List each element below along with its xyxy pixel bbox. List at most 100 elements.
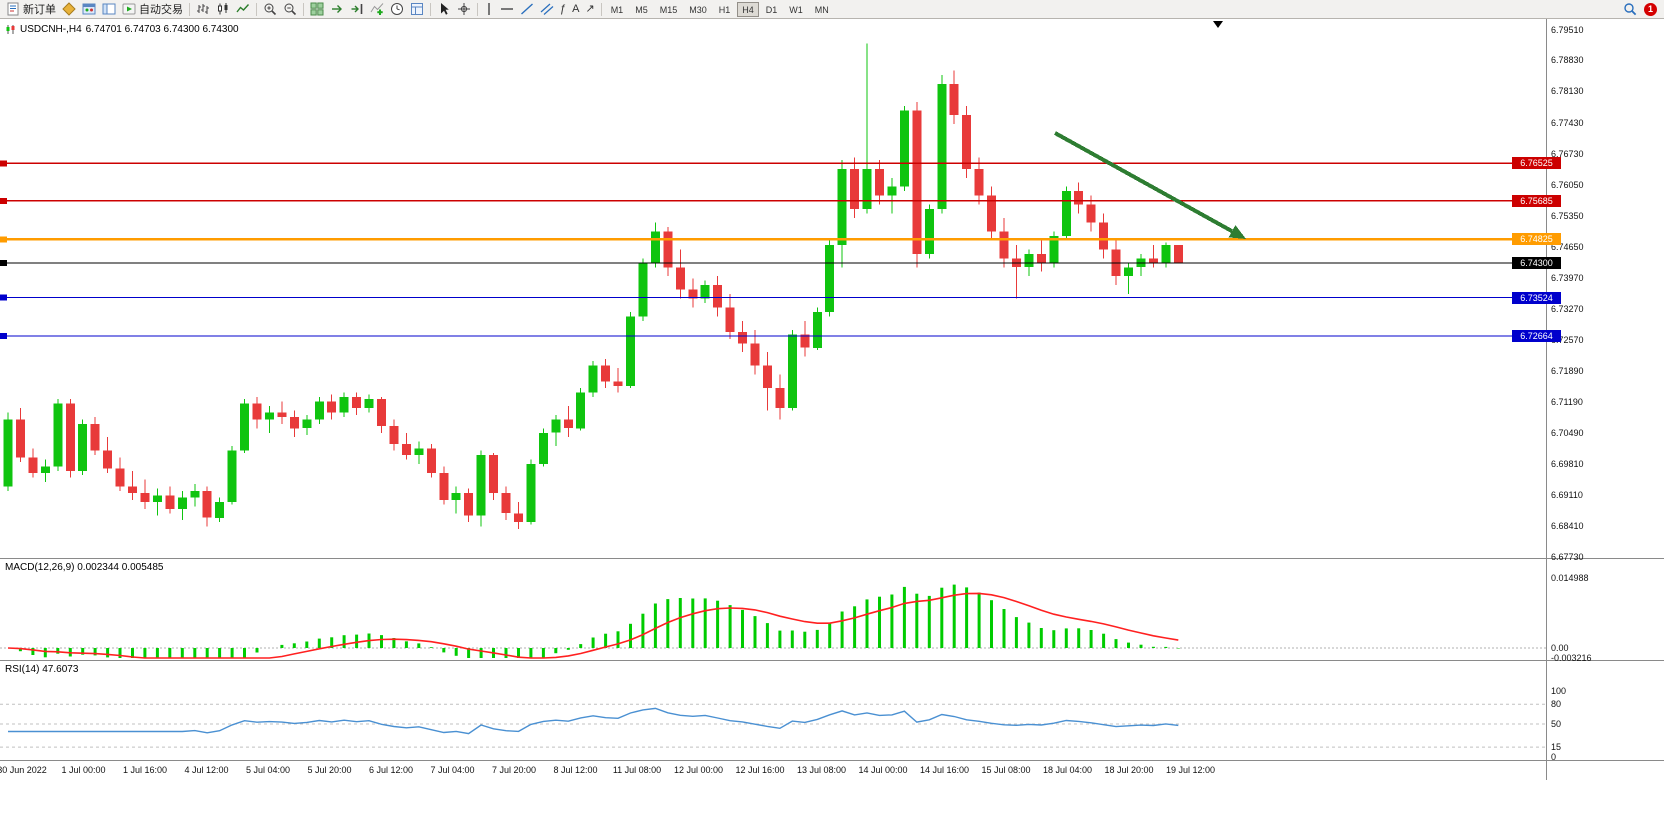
time-axis-label: 11 Jul 08:00 <box>612 765 662 775</box>
rsi-label: RSI(14) 47.6073 <box>5 664 78 675</box>
fibonacci-button[interactable]: ƒ <box>557 1 569 18</box>
timeframe-group: M1 M5 M15 M30 H1 H4 D1 W1 MN <box>605 1 835 17</box>
time-axis-label: 13 Jul 08:00 <box>796 765 847 775</box>
chart-shift-button[interactable] <box>347 1 367 18</box>
time-axis-label: 7 Jul 20:00 <box>491 765 537 775</box>
timeframe-button-m1[interactable]: M1 <box>610 4 624 15</box>
macd-axis-label: 0.014988 <box>1551 572 1589 583</box>
text-tool-button[interactable]: A <box>569 1 582 18</box>
zoom-in-icon <box>264 3 277 16</box>
autotrading-button[interactable]: 自动交易 <box>119 1 186 18</box>
timeframe-button-h1[interactable]: H1 <box>718 4 731 15</box>
fibonacci-icon: ƒ <box>560 2 567 15</box>
text-tool-icon: A <box>572 2 580 15</box>
indicators-icon <box>370 3 384 15</box>
macd-values: 0.002344 0.005485 <box>77 562 164 573</box>
market-watch-button[interactable] <box>79 1 99 18</box>
timeframe-button-w1[interactable]: W1 <box>789 4 803 15</box>
rsi-axis-label: 50 <box>1551 719 1562 729</box>
new-chart-icon <box>62 2 76 16</box>
time-axis-label: 5 Jul 20:00 <box>307 765 352 775</box>
templates-button[interactable] <box>407 1 427 18</box>
line-chart-button[interactable] <box>233 1 253 18</box>
periods-button[interactable] <box>387 1 407 18</box>
new-order-button[interactable]: 新订单 <box>3 1 59 18</box>
auto-scroll-button[interactable] <box>327 1 347 18</box>
indicators-button[interactable] <box>367 1 387 18</box>
arrows-tool-button[interactable]: ↗ <box>582 1 597 18</box>
tile-windows-icon <box>310 2 324 16</box>
trendline-button[interactable] <box>517 1 537 18</box>
rsi-axis-label: 15 <box>1551 742 1562 753</box>
time-axis-label: 18 Jul 04:00 <box>1042 765 1093 775</box>
price-axis-label: 6.78830 <box>1551 55 1584 66</box>
new-chart-button[interactable] <box>59 1 79 18</box>
horizontal-line-icon <box>501 8 513 10</box>
timeframe-button-d1[interactable]: D1 <box>765 4 778 15</box>
price-axis-label: 6.74650 <box>1551 242 1584 253</box>
bar-chart-button[interactable] <box>193 1 213 18</box>
chart-symbol-period: USDCNH-,H4 <box>20 24 82 35</box>
price-axis-label: 6.73970 <box>1551 272 1584 283</box>
price-axis-label: 6.75350 <box>1551 210 1584 221</box>
time-axis-label: 1 Jul 00:00 <box>61 765 106 775</box>
price-line-badge: 6.74825 <box>1512 233 1561 246</box>
notification-badge[interactable]: 1 <box>1644 2 1657 16</box>
price-axis-label: 6.68410 <box>1551 521 1584 532</box>
candlestick-button[interactable] <box>213 1 233 18</box>
toolbar-separator <box>600 2 602 16</box>
timeframe-button-m30[interactable]: M30 <box>689 4 707 15</box>
trendline-icon <box>521 3 533 15</box>
price-axis-label: 6.76730 <box>1551 149 1584 160</box>
rsi-name: RSI(14) <box>5 664 40 675</box>
price-axis-label: 6.77430 <box>1551 117 1584 128</box>
zoom-in-button[interactable] <box>260 1 280 18</box>
macd-axis-label: -0.003216 <box>1551 653 1592 663</box>
price-axis-label: 6.67730 <box>1551 551 1584 562</box>
chart-shift-marker[interactable] <box>1213 21 1223 28</box>
price-axis-label: 6.69810 <box>1551 458 1584 469</box>
time-axis-label: 18 Jul 20:00 <box>1104 765 1154 775</box>
macd-chart[interactable] <box>0 559 1546 660</box>
rsi-value: 47.6073 <box>42 664 79 675</box>
price-axis-label: 6.78130 <box>1551 86 1584 97</box>
crosshair-icon <box>458 3 470 15</box>
toolbar-separator <box>430 2 431 16</box>
price-axis[interactable]: 6.79510 6.78830 6.78130 6.77430 6.76730 6.760… <box>1512 19 1664 780</box>
crosshair-button[interactable] <box>454 1 474 18</box>
timeframe-button-m5[interactable]: M5 <box>635 4 648 15</box>
rsi-panel: RSI(14) 47.6073 <box>0 660 1664 760</box>
templates-icon <box>411 3 423 15</box>
price-line-badge: 6.72664 <box>1512 330 1561 342</box>
macd-axis-label: 0.00 <box>1551 643 1569 653</box>
time-axis[interactable]: 30 Jun 2022 1 Jul 00:00 1 Jul 16:00 4 Jul 1… <box>0 760 1664 780</box>
new-order-label: 新订单 <box>23 4 56 16</box>
toolbar-separator <box>256 2 257 16</box>
arrows-tool-icon: ↗ <box>585 2 595 15</box>
time-axis-label: 7 Jul 04:00 <box>430 765 475 775</box>
timeframe-button-h4[interactable]: H4 <box>737 1 759 17</box>
channel-button[interactable] <box>537 1 557 18</box>
candlestick-icon <box>218 3 228 15</box>
timeframe-button-m15[interactable]: M15 <box>659 4 678 15</box>
zoom-out-button[interactable] <box>280 1 300 18</box>
horizontal-line-button[interactable] <box>497 1 517 18</box>
chart-quote: 6.74701 6.74703 6.74300 6.74300 <box>85 24 239 35</box>
timeframe-button-mn[interactable]: MN <box>814 4 829 15</box>
cursor-button[interactable] <box>434 1 454 18</box>
channel-icon <box>540 3 554 15</box>
macd-name: MACD(12,26,9) <box>5 562 75 573</box>
price-line-badge: 6.74300 <box>1512 256 1561 269</box>
tile-windows-button[interactable] <box>307 1 327 18</box>
toolbar-separator <box>477 2 478 16</box>
rsi-axis-label: 80 <box>1551 699 1562 710</box>
search-icon <box>1624 3 1637 16</box>
search-button[interactable] <box>1620 1 1640 18</box>
vertical-line-button[interactable] <box>481 1 497 18</box>
price-axis-label: 6.76050 <box>1551 179 1584 190</box>
candlestick-chart[interactable] <box>0 19 1546 558</box>
price-axis-label: 6.72570 <box>1551 335 1584 346</box>
rsi-chart[interactable] <box>0 661 1546 760</box>
bar-chart-icon <box>197 4 209 14</box>
navigator-button[interactable] <box>99 1 119 18</box>
